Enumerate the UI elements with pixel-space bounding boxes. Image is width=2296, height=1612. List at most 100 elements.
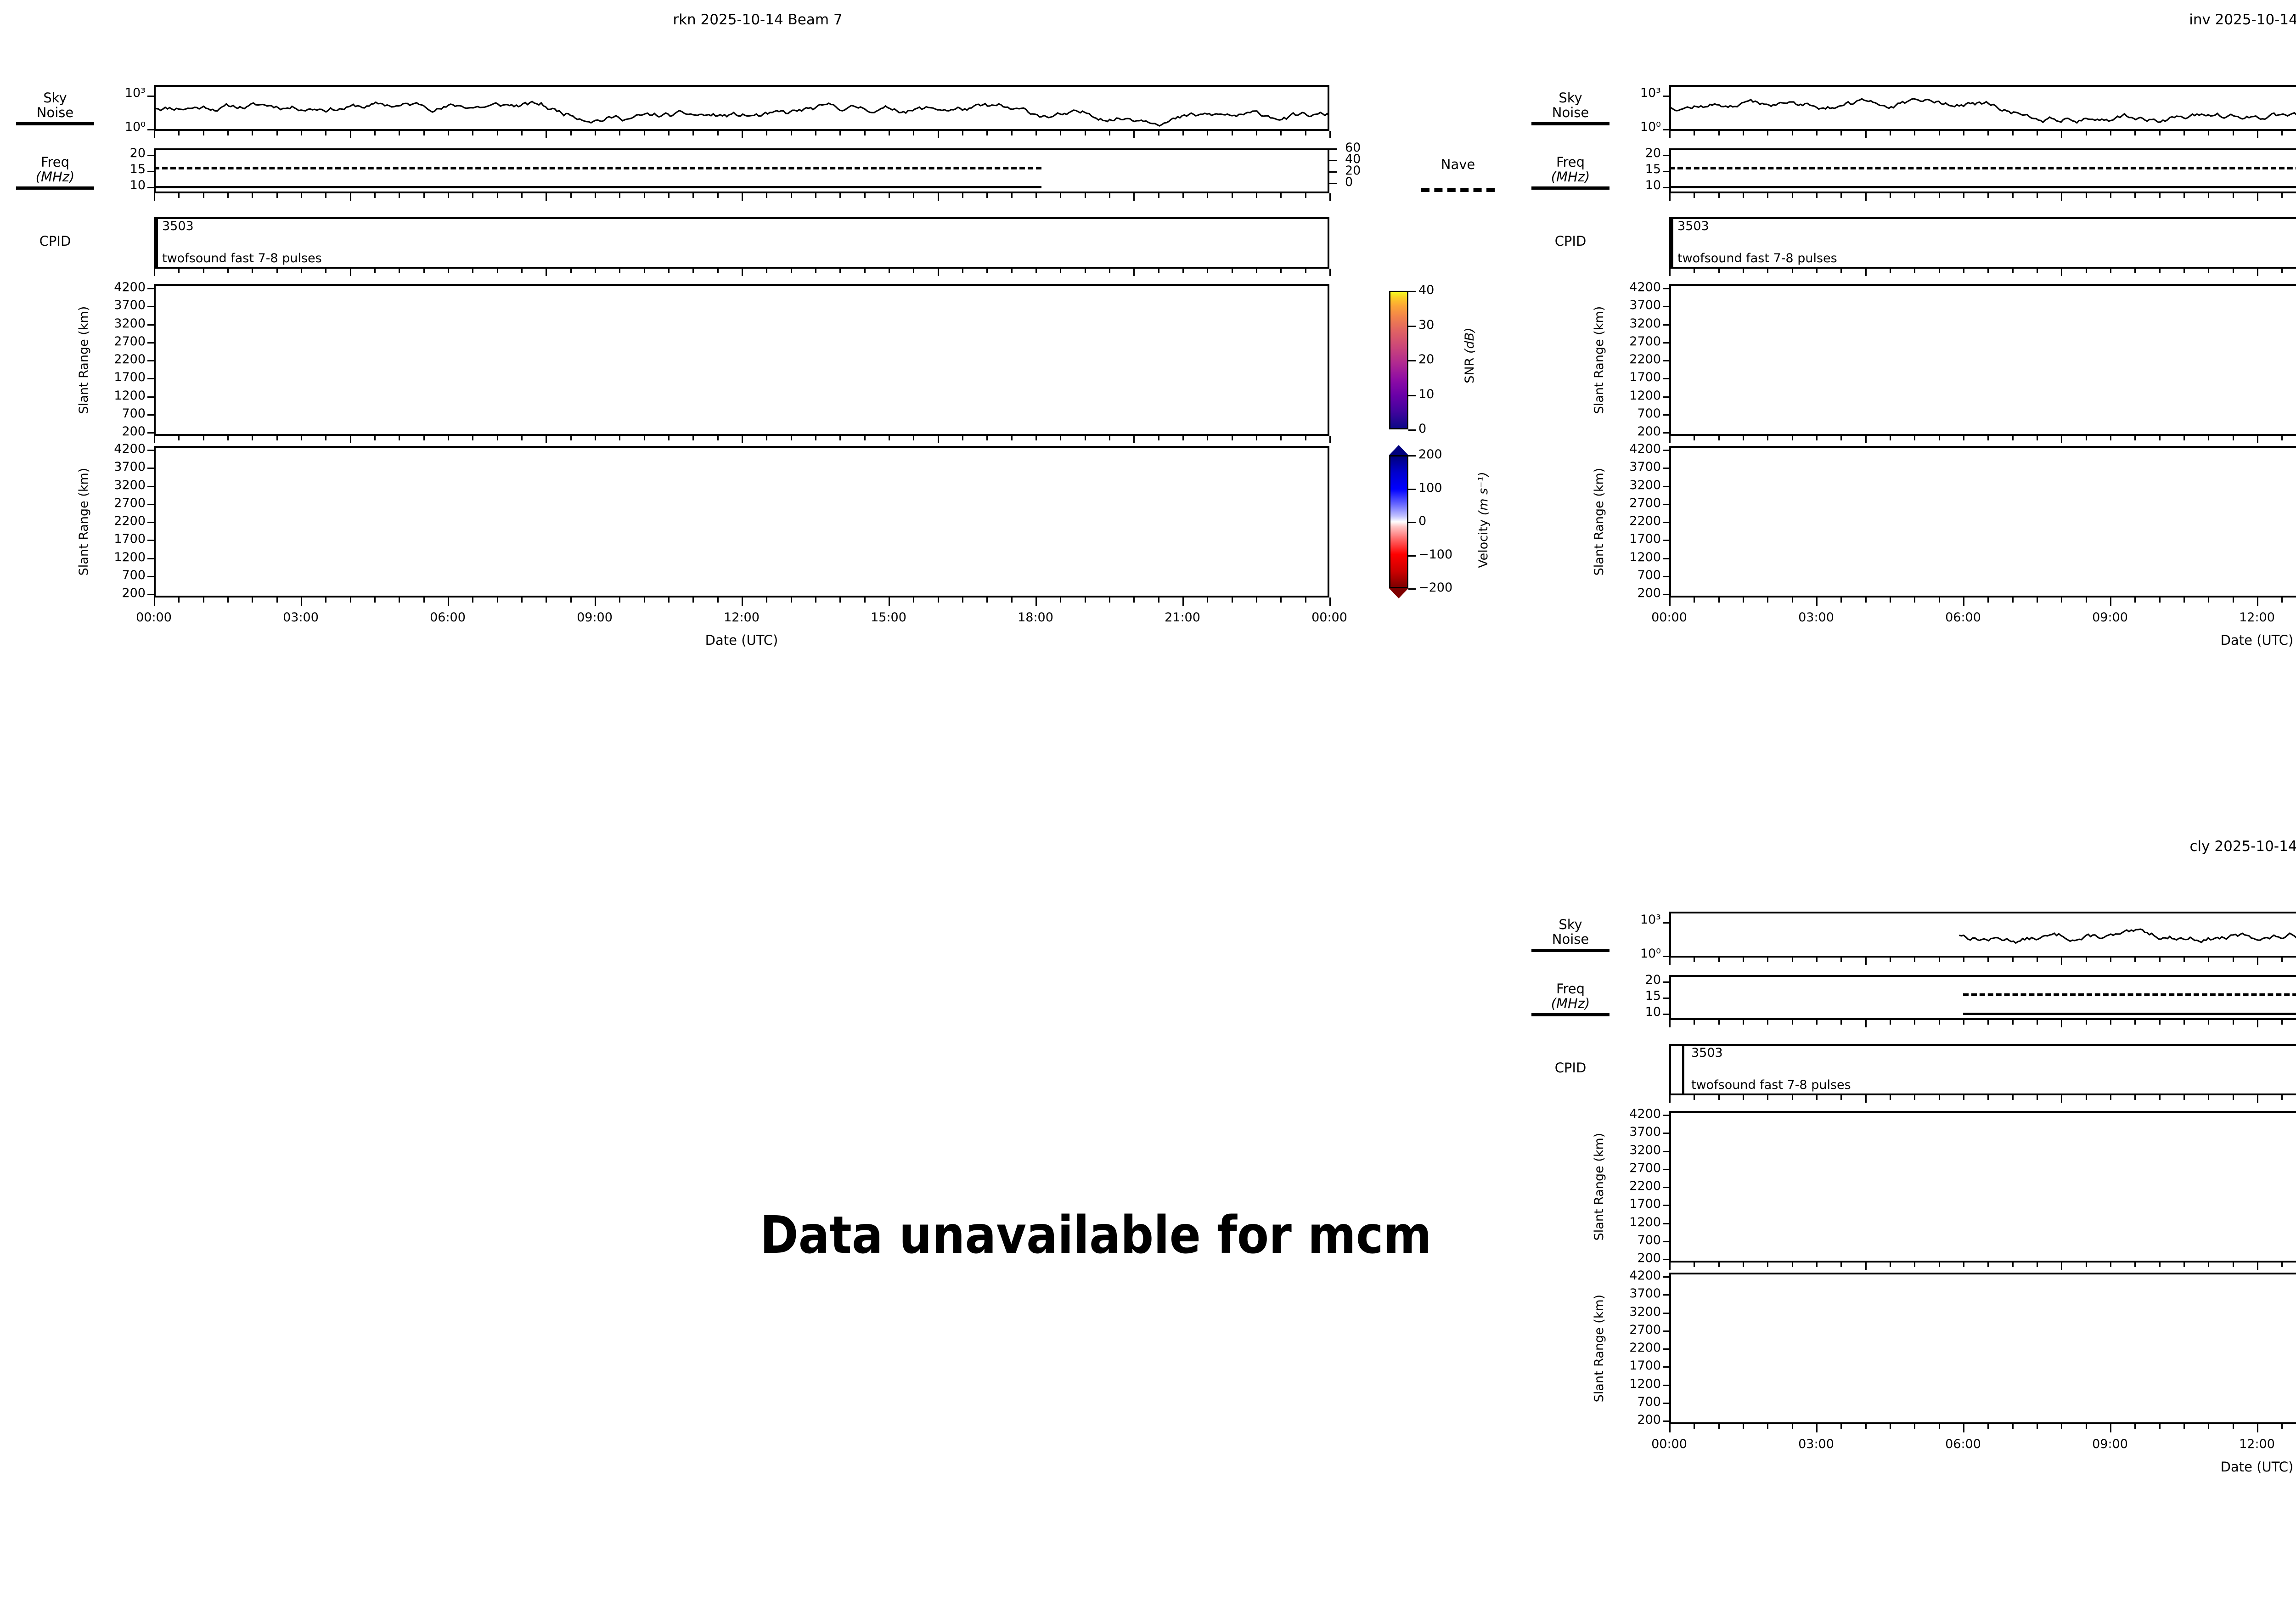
cpid-xtick [766,269,768,273]
nave-ytick-mark [1329,148,1337,150]
freq-xtick [276,193,278,198]
snr-range-tickmark [1663,414,1669,416]
cpid-xtick [2085,269,2087,273]
snr-range-tick-4200-cly: 4200 [1629,1107,1661,1121]
sky-noise-xtick [1791,131,1793,135]
sky-noise-xtick [1938,131,1940,135]
freq-trace-rkn [154,166,1041,169]
sky-noise-label-cly: Sky Noise [1531,917,1609,952]
velocity-cbar-tick-3-rkn: −100 [1418,547,1453,562]
sky-noise-xtick [570,131,572,135]
freq-ytick-mark [147,171,154,172]
cpid-xtick [472,269,474,273]
sky-noise-xtick [399,131,400,135]
snr-xtick [2134,436,2136,440]
snr-ylabel-cly: Slant Range (km) [1592,1133,1606,1241]
freq-xtick [1963,1020,1964,1025]
velocity-xtick [2012,597,2014,603]
sky-noise-xtick [1914,958,1916,962]
snr-xtick [2085,1263,2087,1267]
time-xtick-0-cly: 00:00 [1651,1437,1687,1451]
freq-xtick [1890,1020,1891,1025]
snr-range-tick-3700-inv: 3700 [1629,298,1661,313]
velocity-xtick [1963,597,1964,606]
velocity-ylabel-rkn: Slant Range (km) [77,468,91,576]
cpid-xtick [742,269,743,276]
freq-xtick [815,193,816,198]
cpid-axes-inv [1669,217,2296,269]
sky-noise-xtick [2208,958,2210,962]
cpid-xtick [1963,269,1964,273]
freq-xtick [1305,193,1306,198]
snr-xtick [815,436,816,440]
snr-xtick [2208,436,2210,440]
velocity-range-tick-1200-rkn: 1200 [114,550,146,564]
cpid-xtick [2085,1095,2087,1100]
sky-noise-xtick [203,131,204,135]
velocity-xtick [2281,1424,2283,1429]
snr-xtick [595,436,596,440]
snr-xtick [1890,436,1891,440]
freq-label-underline [16,186,94,190]
sky-noise-label-underline [1531,948,1609,952]
sky-noise-tick-lo-cly [1663,956,1669,957]
snr-ylabel-rkn: Slant Range (km) [77,306,91,414]
sky-noise-xtick [1256,131,1257,135]
time-xtick-3-cly: 09:00 [2092,1437,2128,1451]
sky-noise-trace-inv [1669,98,2296,124]
sky-noise-tick-hi-rkn [147,96,154,97]
freq-xtick [252,193,253,198]
velocity-xtick [864,597,866,603]
freq-trace-cly [1963,993,2296,996]
snr-xtick [1060,436,1062,440]
sky-noise-xtick [1914,131,1916,135]
velocity-xtick [1914,597,1916,603]
freq-xtick [1133,193,1135,201]
sky-noise-xtick [1767,131,1769,135]
cpid-xtick [2232,269,2234,273]
velocity-xtick [986,597,988,603]
velocity-range-tickmark [1663,522,1669,523]
snr-xtick [2232,436,2234,440]
nave-ytick-40-rkn: 40 [1345,152,1361,166]
sky-noise-xtick [1816,958,1818,962]
freq-ytick-mark [1663,998,1669,999]
cpid-xtick [1669,1095,1671,1103]
snr-xtick [1743,1263,1744,1267]
velocity-range-tick-1700-inv: 1700 [1629,532,1661,547]
velocity-xtick [1987,597,1989,603]
snr-range-tick-2700-cly: 2700 [1629,1161,1661,1175]
snr-axes-border-cly [1669,1111,2296,1263]
snr-xtick [1767,1263,1769,1267]
snr-axes-border-rkn [154,284,1329,436]
snr-xtick [570,436,572,440]
freq-xtick [766,193,768,198]
freq-xtick [349,193,351,201]
snr-range-tickmark [1663,1187,1669,1188]
freq-xtick [1865,1020,1867,1027]
snr-xtick [448,436,449,440]
snr-xtick [1865,1263,1867,1270]
cpid-xtick [692,269,694,273]
snr-xtick [2012,1263,2014,1267]
cpid-xtick [1133,269,1135,276]
snr-range-tickmark [1663,324,1669,326]
velocity-xtick [2110,1424,2111,1432]
velocity-xtick [1669,1424,1671,1432]
cpid-xtick [2281,1095,2283,1100]
cpid-xtick [1890,1095,1891,1100]
snr-range-tick-700-inv: 700 [1637,406,1661,421]
velocity-xtick [619,597,621,603]
freq-xtick [1963,193,1964,198]
freq-xtick [1890,193,1891,198]
velocity-xtick [496,597,498,603]
sky-noise-xtick [276,131,278,135]
freq-xtick [2257,193,2258,201]
snr-xtick [1743,436,1744,440]
snr-range-tickmark [1663,360,1669,361]
freq-xtick [2183,1020,2185,1025]
freq-label-inv: Freq (MHz) [1531,155,1609,190]
sky-noise-xtick [986,131,988,135]
cpid-xtick [2037,1095,2038,1100]
cpid-xtick [1963,1095,1964,1100]
